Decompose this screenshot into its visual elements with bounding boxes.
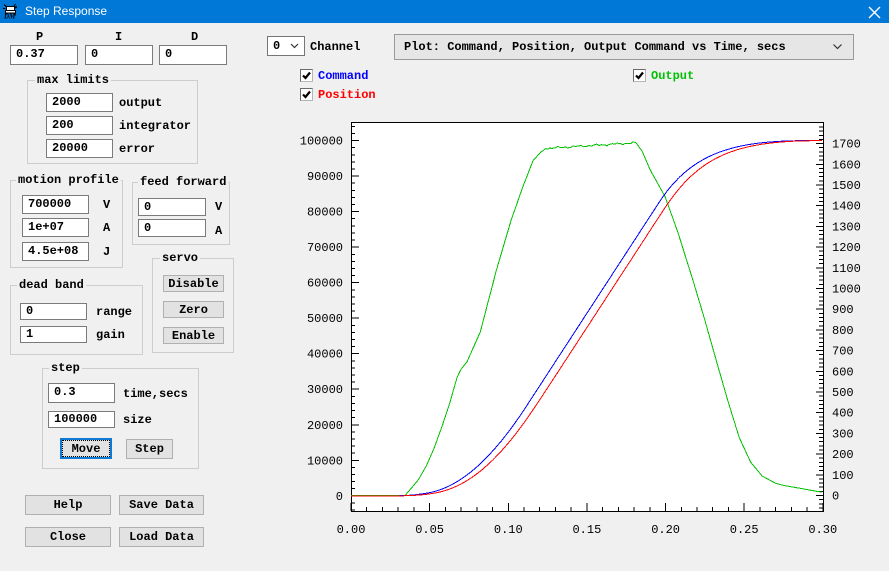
svg-text:DM: DM: [3, 13, 16, 20]
svg-text:200: 200: [832, 448, 854, 462]
svg-text:0.25: 0.25: [730, 523, 759, 537]
svg-text:1000: 1000: [832, 283, 861, 297]
svg-text:100: 100: [832, 469, 854, 483]
svg-text:1100: 1100: [832, 262, 861, 276]
svg-text:1600: 1600: [832, 158, 861, 172]
svg-text:900: 900: [832, 303, 854, 317]
svg-text:0: 0: [832, 490, 839, 504]
svg-text:0.05: 0.05: [415, 523, 444, 537]
svg-text:0.00: 0.00: [337, 523, 366, 537]
svg-text:1700: 1700: [832, 138, 861, 152]
svg-text:70000: 70000: [307, 241, 343, 255]
svg-text:1200: 1200: [832, 241, 861, 255]
svg-text:20000: 20000: [307, 419, 343, 433]
svg-text:0.20: 0.20: [651, 523, 680, 537]
svg-text:800: 800: [832, 324, 854, 338]
svg-text:500: 500: [832, 386, 854, 400]
svg-text:700: 700: [832, 345, 854, 359]
svg-text:40000: 40000: [307, 348, 343, 362]
svg-text:0.15: 0.15: [572, 523, 601, 537]
svg-text:0.10: 0.10: [494, 523, 523, 537]
svg-text:300: 300: [832, 427, 854, 441]
svg-text:1500: 1500: [832, 179, 861, 193]
svg-text:90000: 90000: [307, 170, 343, 184]
svg-text:0.30: 0.30: [808, 523, 837, 537]
svg-text:80000: 80000: [307, 206, 343, 220]
svg-text:400: 400: [832, 407, 854, 421]
svg-text:50000: 50000: [307, 312, 343, 326]
svg-text:30000: 30000: [307, 383, 343, 397]
svg-text:600: 600: [832, 365, 854, 379]
svg-text:100000: 100000: [300, 135, 343, 149]
svg-text:1400: 1400: [832, 200, 861, 214]
svg-text:60000: 60000: [307, 277, 343, 291]
svg-text:0: 0: [336, 490, 343, 504]
svg-text:10000: 10000: [307, 454, 343, 468]
svg-text:1300: 1300: [832, 220, 861, 234]
